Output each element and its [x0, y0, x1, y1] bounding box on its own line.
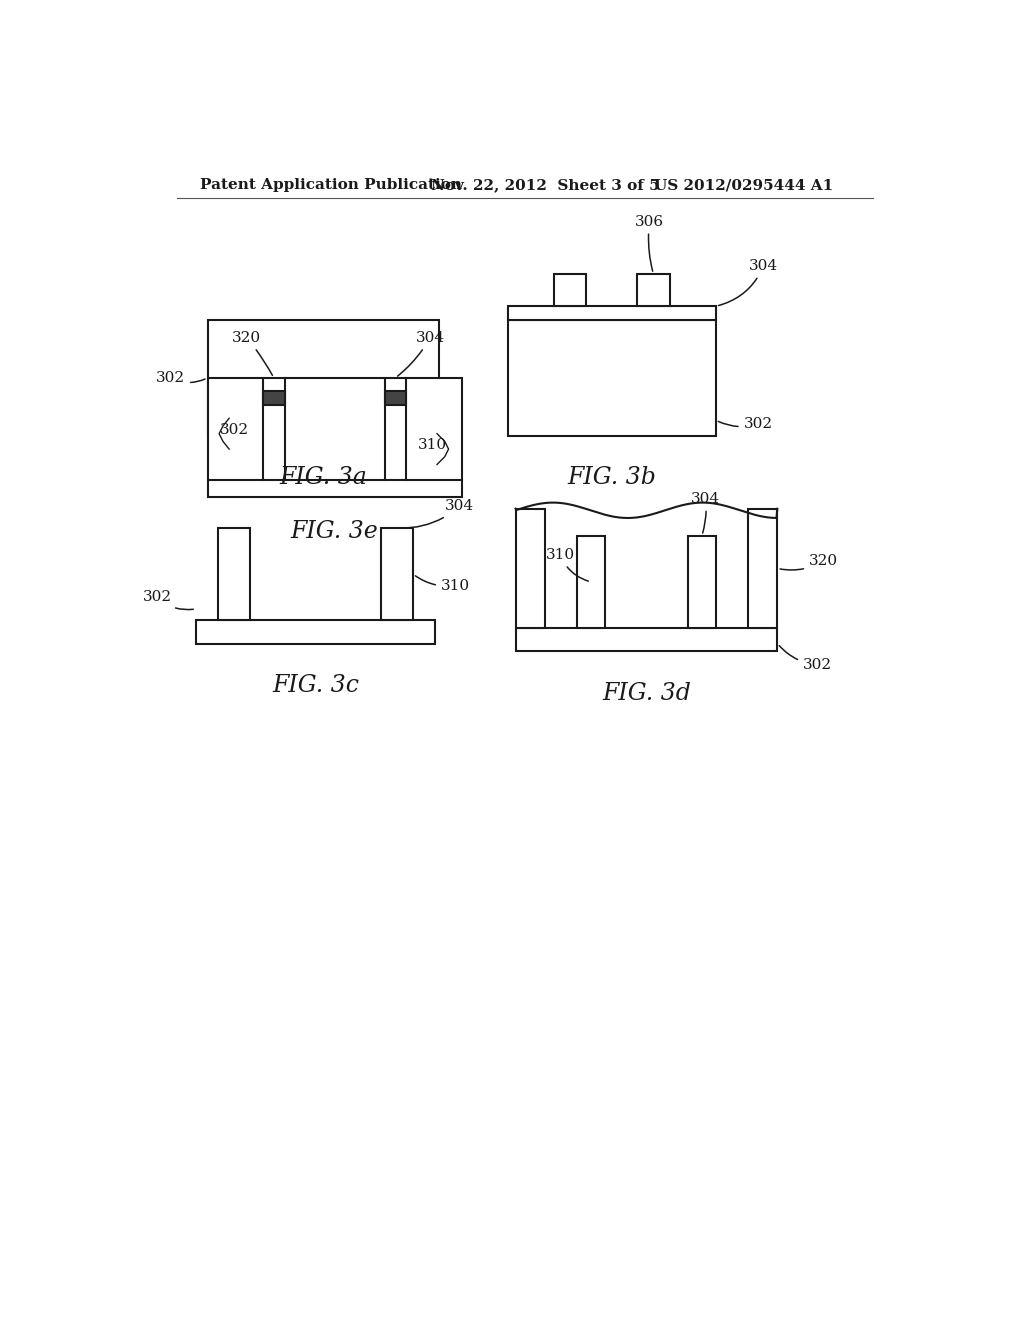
Text: FIG. 3c: FIG. 3c [271, 675, 358, 697]
Bar [385, 391, 407, 405]
Text: FIG. 3b: FIG. 3b [567, 466, 656, 490]
Bar [208, 378, 462, 498]
Bar [208, 321, 438, 436]
Text: 310: 310 [416, 576, 470, 593]
Text: Patent Application Publication: Patent Application Publication [200, 178, 462, 193]
Bar [578, 536, 605, 628]
Text: US 2012/0295444 A1: US 2012/0295444 A1 [654, 178, 834, 193]
Text: 302: 302 [143, 590, 194, 610]
Bar [749, 508, 777, 628]
Text: 302: 302 [156, 371, 205, 385]
Bar [217, 528, 250, 620]
Bar [688, 536, 716, 628]
Text: 302: 302 [220, 422, 249, 437]
Bar [263, 391, 285, 405]
Text: FIG. 3e: FIG. 3e [291, 520, 379, 544]
Bar [508, 321, 716, 436]
Bar [515, 508, 545, 628]
Text: 320: 320 [232, 331, 272, 375]
Text: 310: 310 [546, 548, 589, 581]
Bar [515, 628, 777, 651]
Text: 304: 304 [399, 499, 474, 528]
Text: 304: 304 [719, 259, 778, 305]
Text: FIG. 3d: FIG. 3d [602, 682, 691, 705]
Bar [196, 620, 435, 644]
Text: 320: 320 [780, 553, 838, 570]
Text: 310: 310 [418, 438, 446, 453]
Text: Nov. 22, 2012  Sheet 3 of 5: Nov. 22, 2012 Sheet 3 of 5 [431, 178, 659, 193]
Text: 306: 306 [635, 215, 665, 271]
Text: 304: 304 [691, 492, 720, 533]
Text: 304: 304 [397, 331, 444, 376]
Text: 302: 302 [718, 417, 773, 432]
Bar [508, 306, 716, 321]
Bar [554, 275, 587, 306]
Bar [637, 275, 670, 306]
Bar [381, 528, 413, 620]
Text: FIG. 3a: FIG. 3a [280, 466, 367, 490]
Text: 302: 302 [779, 645, 831, 672]
